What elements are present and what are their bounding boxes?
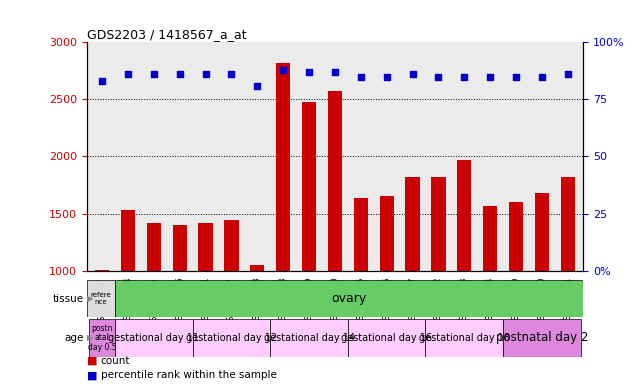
Text: GDS2203 / 1418567_a_at: GDS2203 / 1418567_a_at [87,28,246,41]
Bar [328,91,342,384]
Point [485,73,495,79]
Point [433,73,444,79]
Text: gestational day 12: gestational day 12 [186,333,277,343]
Text: postn
atal
day 0.5: postn atal day 0.5 [88,324,117,352]
Point [459,73,469,79]
Point [149,71,159,77]
Bar [483,205,497,384]
Bar [147,223,161,384]
Bar [89,319,115,357]
Text: age: age [64,333,83,343]
Bar [561,177,575,384]
Text: ■: ■ [87,370,97,380]
Bar [379,197,394,384]
Text: ovary: ovary [331,292,367,305]
Text: gestational day 11: gestational day 11 [108,333,199,343]
Bar [509,202,523,384]
Bar [535,193,549,384]
Bar [121,210,135,384]
Text: postnatal day 2: postnatal day 2 [495,331,588,344]
Text: ▶: ▶ [87,294,94,303]
Point [201,71,211,77]
Point [537,73,547,79]
Point [123,71,133,77]
Bar [457,160,471,384]
Bar [426,319,503,357]
Text: tissue: tissue [52,293,83,304]
Text: percentile rank within the sample: percentile rank within the sample [101,370,276,380]
Text: count: count [101,356,130,366]
Text: ▶: ▶ [87,333,94,343]
Point [278,66,288,73]
Bar [271,319,348,357]
Bar [115,319,192,357]
Text: refere
nce: refere nce [90,292,111,305]
Bar [95,270,109,384]
Point [330,69,340,75]
Point [174,71,185,77]
Point [97,78,107,84]
Point [408,71,418,77]
Point [511,73,521,79]
Bar [354,198,368,384]
Bar [192,319,271,357]
Bar [87,280,115,317]
Point [226,71,237,77]
Point [252,83,262,89]
Bar [302,102,316,384]
Text: ■: ■ [87,356,97,366]
Bar [199,223,213,384]
Bar [224,220,238,384]
Text: gestational day 16: gestational day 16 [341,333,432,343]
Text: gestational day 18: gestational day 18 [419,333,510,343]
Bar [503,319,581,357]
Point [381,73,392,79]
Bar [250,265,265,384]
Bar [431,177,445,384]
Bar [348,319,426,357]
Bar [172,225,187,384]
Point [356,73,366,79]
Text: gestational day 14: gestational day 14 [263,333,354,343]
Bar [405,177,420,384]
Bar [276,63,290,384]
Point [304,69,314,75]
Point [563,71,573,77]
